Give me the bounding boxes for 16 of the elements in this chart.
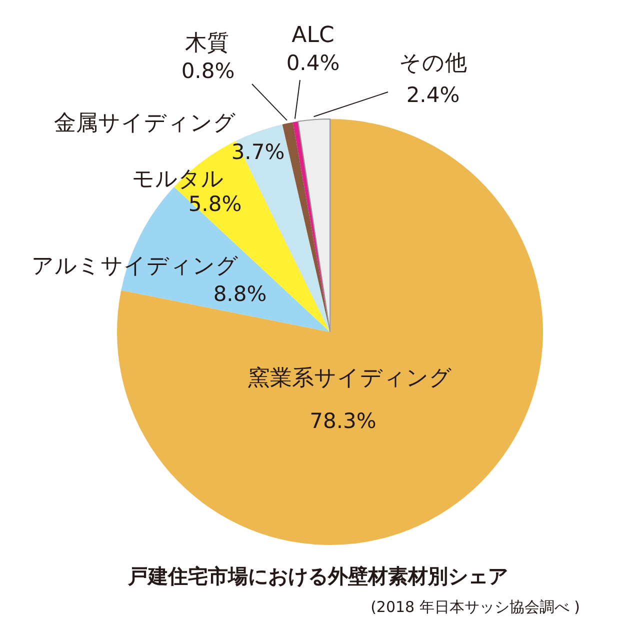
data-label: 5.8% xyxy=(188,192,242,216)
slice-label: 窯業系サイディング xyxy=(248,366,452,391)
data-label: 0.4% xyxy=(286,51,340,75)
slice-label: ALC xyxy=(292,23,334,48)
data-label: 8.8% xyxy=(213,282,267,306)
slice-label: 金属サイディング xyxy=(54,111,236,136)
slice-label: その他 xyxy=(399,51,467,76)
slice-label: アルミサイディング xyxy=(32,254,238,279)
slice-label: モルタル xyxy=(132,167,224,192)
data-label: 78.3% xyxy=(310,409,376,433)
data-label: 0.8% xyxy=(181,59,235,83)
pie-slice xyxy=(298,118,330,332)
slice-label: 木質 xyxy=(185,31,229,56)
data-label: 2.4% xyxy=(406,83,460,107)
text: 戸建住宅市場における外壁材素材別シェア xyxy=(127,564,508,588)
text: (2018 年日本サッシ協会調べ ) xyxy=(370,598,580,616)
